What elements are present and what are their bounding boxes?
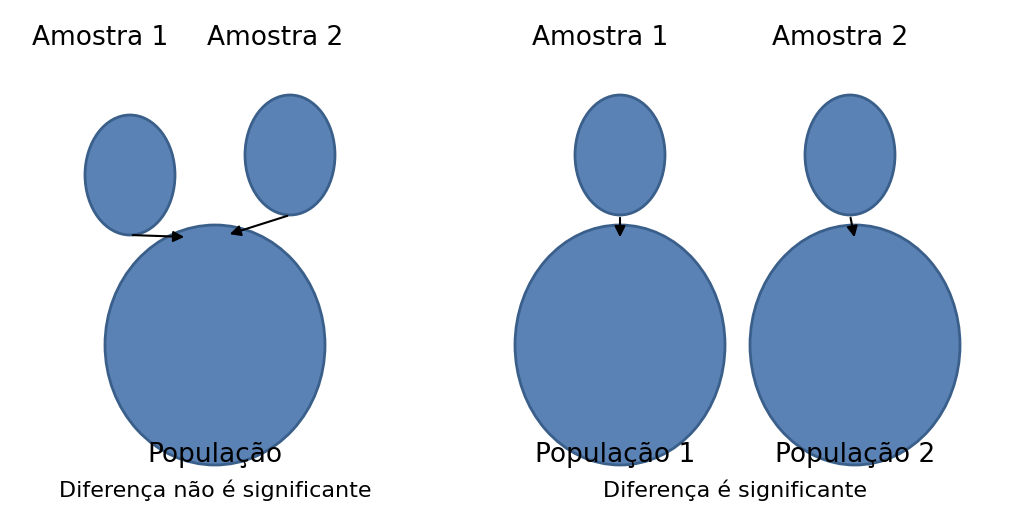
Text: População 2: População 2 xyxy=(775,442,935,468)
Text: Diferença não é significante: Diferença não é significante xyxy=(58,479,372,501)
Ellipse shape xyxy=(575,95,665,215)
Ellipse shape xyxy=(105,225,325,465)
Text: População 1: População 1 xyxy=(535,442,695,468)
Ellipse shape xyxy=(805,95,895,215)
Ellipse shape xyxy=(515,225,725,465)
Ellipse shape xyxy=(750,225,961,465)
Text: População: População xyxy=(147,442,283,468)
Text: Amostra 1: Amostra 1 xyxy=(531,25,668,51)
Ellipse shape xyxy=(245,95,335,215)
Text: Diferença é significante: Diferença é significante xyxy=(603,479,867,501)
Text: Amostra 2: Amostra 2 xyxy=(207,25,343,51)
Ellipse shape xyxy=(85,115,175,235)
Text: Amostra 1: Amostra 1 xyxy=(32,25,168,51)
Text: Amostra 2: Amostra 2 xyxy=(772,25,908,51)
